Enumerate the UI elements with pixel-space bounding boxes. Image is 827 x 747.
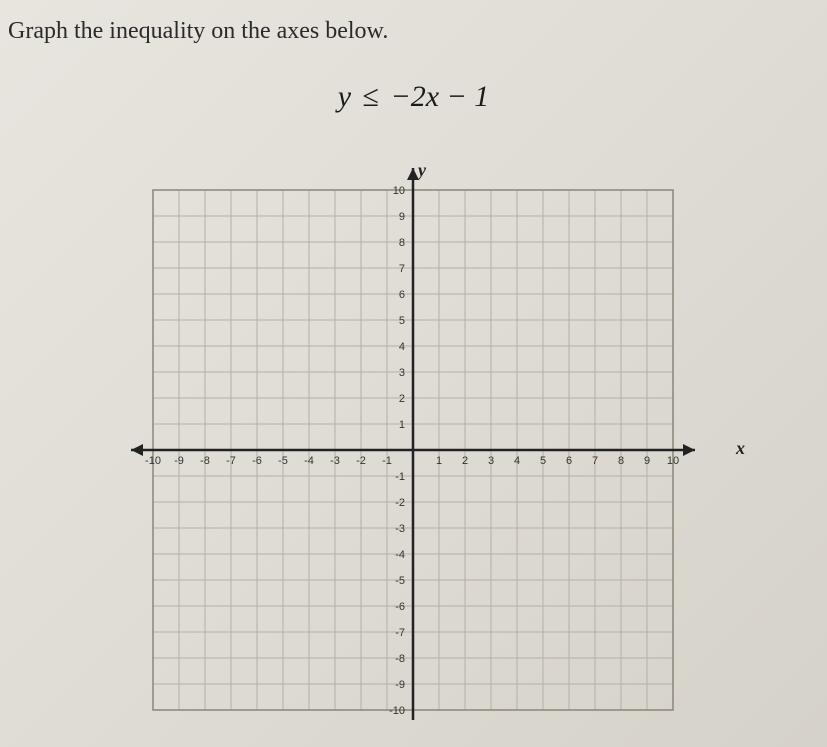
y-tick-label: 5 [399, 315, 405, 327]
coordinate-graph: y x -10-9-8-7-6-5-4-3-2-1123456789101234… [100, 160, 727, 720]
y-tick-label: 3 [399, 367, 405, 379]
x-tick-label: -3 [330, 455, 340, 467]
x-tick-label: 7 [592, 455, 598, 467]
y-tick-label: -2 [395, 497, 405, 509]
problem-instruction: Graph the inequality on the axes below. [8, 18, 388, 45]
y-tick-label: -7 [395, 627, 405, 639]
x-tick-label: 2 [462, 455, 468, 467]
y-tick-label: -6 [395, 601, 405, 613]
x-tick-label: 9 [644, 455, 650, 467]
y-tick-label: 2 [399, 393, 405, 405]
y-tick-label: -8 [395, 653, 405, 665]
x-tick-label: -2 [356, 455, 366, 467]
y-tick-label: -10 [389, 705, 405, 717]
y-axis-label: y [418, 160, 426, 181]
x-tick-label: 1 [436, 455, 442, 467]
y-tick-label: 1 [399, 419, 405, 431]
y-tick-label: -1 [395, 471, 405, 483]
x-tick-label: -6 [252, 455, 262, 467]
x-axis-label: x [736, 438, 745, 459]
eq-lhs: y [338, 80, 351, 113]
x-tick-label: -5 [278, 455, 288, 467]
x-tick-label: 4 [514, 455, 520, 467]
x-tick-label: -4 [304, 455, 314, 467]
x-tick-label: -8 [200, 455, 210, 467]
x-tick-label: 6 [566, 455, 572, 467]
x-tick-label: -10 [145, 455, 161, 467]
y-tick-label: 7 [399, 263, 405, 275]
x-tick-label: 5 [540, 455, 546, 467]
y-tick-label: 8 [399, 237, 405, 249]
x-tick-label: -1 [382, 455, 392, 467]
x-tick-label: 8 [618, 455, 624, 467]
x-tick-label: -7 [226, 455, 236, 467]
y-tick-label: 10 [393, 185, 405, 197]
x-tick-label: 3 [488, 455, 494, 467]
equation-block: y ≤ −2x − 1 [0, 80, 827, 114]
y-tick-label: -3 [395, 523, 405, 535]
x-tick-label: 10 [667, 455, 679, 467]
eq-rhs: −2x − 1 [390, 80, 489, 113]
eq-operator: ≤ [363, 80, 379, 114]
y-tick-label: -4 [395, 549, 405, 561]
y-tick-label: 4 [399, 341, 405, 353]
y-tick-label: 6 [399, 289, 405, 301]
x-tick-label: -9 [174, 455, 184, 467]
y-tick-label: -9 [395, 679, 405, 691]
y-tick-label: -5 [395, 575, 405, 587]
grid-svg: -10 -9 -8 -7 -6 -5 -4 -3 -2 -1 1 2 3 4 5 6 7 8 9 10 1 2 3 4 5 6 7 8… [100, 160, 727, 720]
y-tick-label: 9 [399, 211, 405, 223]
